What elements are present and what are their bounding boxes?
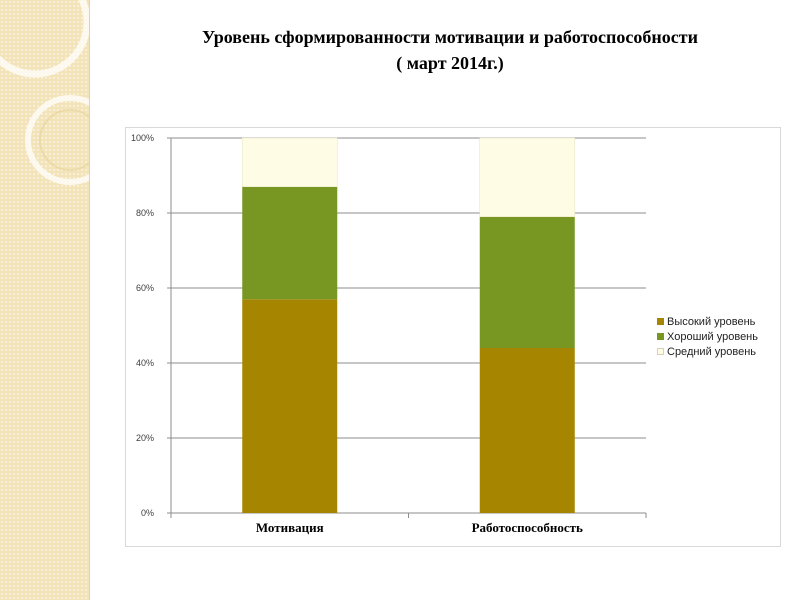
chart-frame: 0% 20% 40% 60% 80% 100% Мотивация Работоспособн… — [125, 127, 781, 547]
y-tick-label: 80% — [136, 208, 154, 218]
y-tick-label: 20% — [136, 433, 154, 443]
y-tick-label: 60% — [136, 283, 154, 293]
legend-item: Средний уровень — [657, 344, 758, 359]
bar-segment — [242, 299, 338, 513]
decorative-side-band — [0, 0, 90, 600]
y-tick-label: 40% — [136, 358, 154, 368]
legend-item: Хороший уровень — [657, 329, 758, 344]
y-tick-label: 0% — [141, 508, 154, 518]
page-title: Уровень сформированности мотивации и раб… — [100, 24, 800, 76]
bar-segment — [242, 186, 338, 300]
y-tick-label: 100% — [131, 133, 154, 143]
title-line-1: Уровень сформированности мотивации и раб… — [202, 27, 698, 47]
bar-segment — [479, 137, 575, 217]
legend-swatch — [657, 348, 664, 355]
legend-label: Высокий уровень — [667, 315, 756, 328]
chart-legend: Высокий уровень Хороший уровень Средний ур… — [657, 314, 758, 359]
legend-swatch — [657, 318, 664, 325]
legend-swatch — [657, 333, 664, 340]
legend-label: Хороший уровень — [667, 330, 758, 343]
bar-segment — [479, 348, 575, 513]
title-line-2: ( март 2014г.) — [396, 53, 504, 73]
legend-label: Средний уровень — [667, 345, 757, 358]
x-category-label: Работоспособность — [472, 520, 583, 535]
bar-segment — [242, 137, 338, 187]
x-category-label: Мотивация — [256, 520, 324, 535]
legend-item: Высокий уровень — [657, 314, 758, 329]
bar-segment — [479, 216, 575, 348]
decorative-rings — [0, 0, 89, 185]
stacked-bar-chart: 0% 20% 40% 60% 80% 100% Мотивация Работоспособн… — [131, 133, 647, 535]
